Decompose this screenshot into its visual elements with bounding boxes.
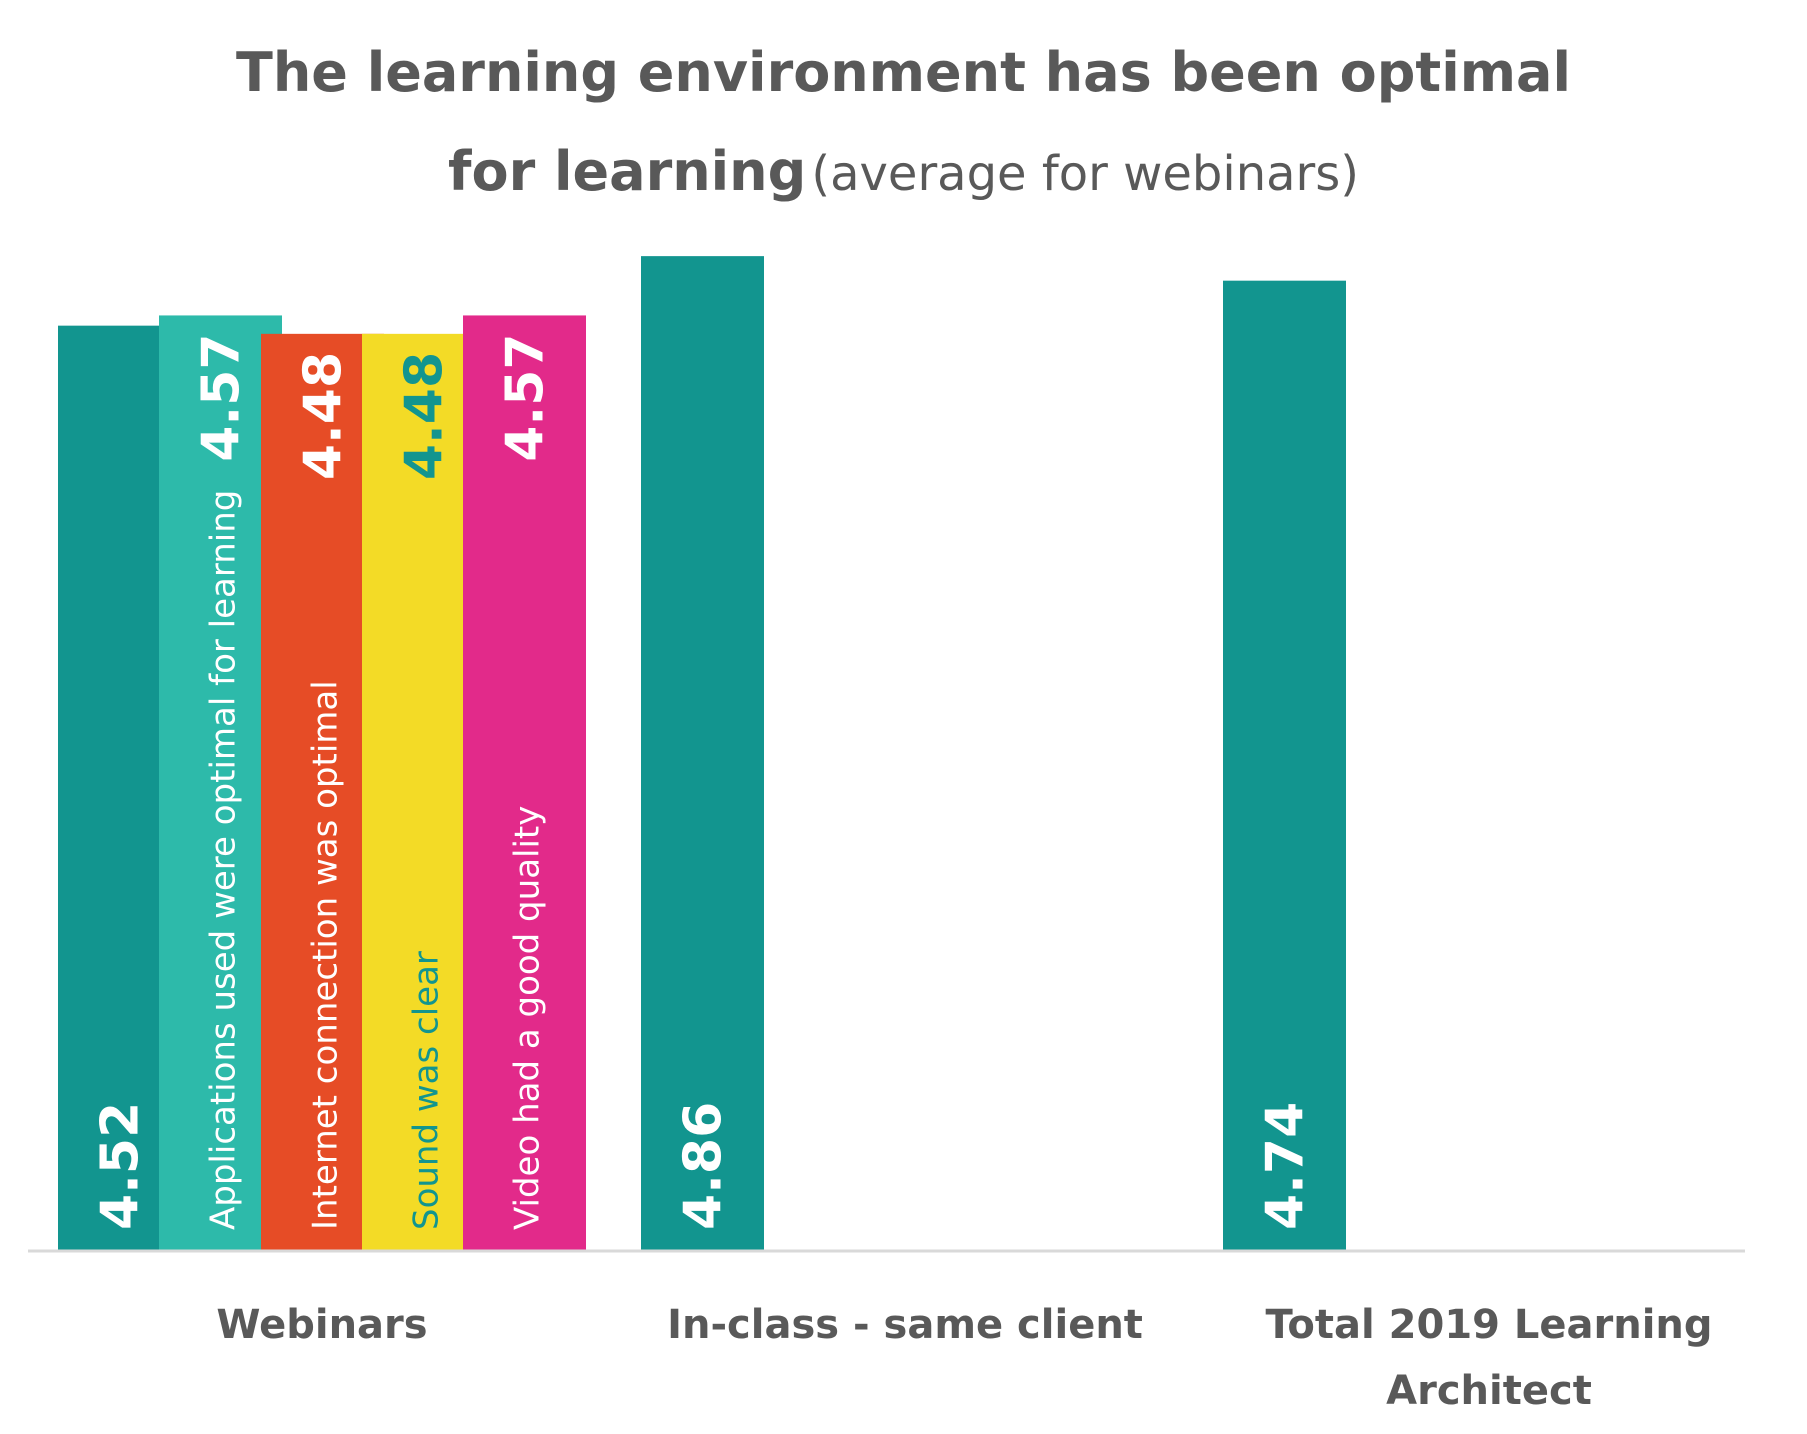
bar-6 [641, 256, 764, 1250]
chart-title-line-2: for learning (average for webinars) [0, 129, 1807, 228]
bar-value-label-2: 4.57 [192, 333, 252, 461]
chart-title-line-1: The learning environment has been optima… [236, 41, 1571, 104]
bar-value-label-5: 4.57 [496, 333, 556, 461]
chart-title-bold: for learning [447, 140, 807, 203]
bar-5 [463, 315, 586, 1250]
chart-subtitle: (average for webinars) [811, 146, 1359, 202]
bar-value-label-6: 4.86 [674, 1102, 734, 1230]
category-label-3-line-2: Architect [1386, 1368, 1592, 1414]
category-label-1: Webinars [216, 1302, 427, 1348]
category-label-2: In-class - same client [667, 1302, 1143, 1348]
chart-title: The learning environment has been optima… [0, 30, 1807, 228]
bar-text-label-4: Sound was clear [407, 951, 447, 1230]
bar-7 [1223, 280, 1346, 1250]
category-label-3-line-1: Total 2019 Learning [1265, 1302, 1712, 1348]
bar-value-label-3: 4.48 [294, 352, 354, 480]
bar-value-label-7: 4.74 [1256, 1102, 1316, 1230]
bar-text-label-3: Internet connection was optimal [306, 680, 346, 1230]
bar-text-label-5: Video had a good quality [508, 806, 548, 1230]
bar-value-label-4: 4.48 [395, 352, 455, 480]
bar-value-label-1: 4.52 [91, 1102, 151, 1230]
bar-text-label-2: Applications used were optimal for learn… [204, 490, 244, 1230]
